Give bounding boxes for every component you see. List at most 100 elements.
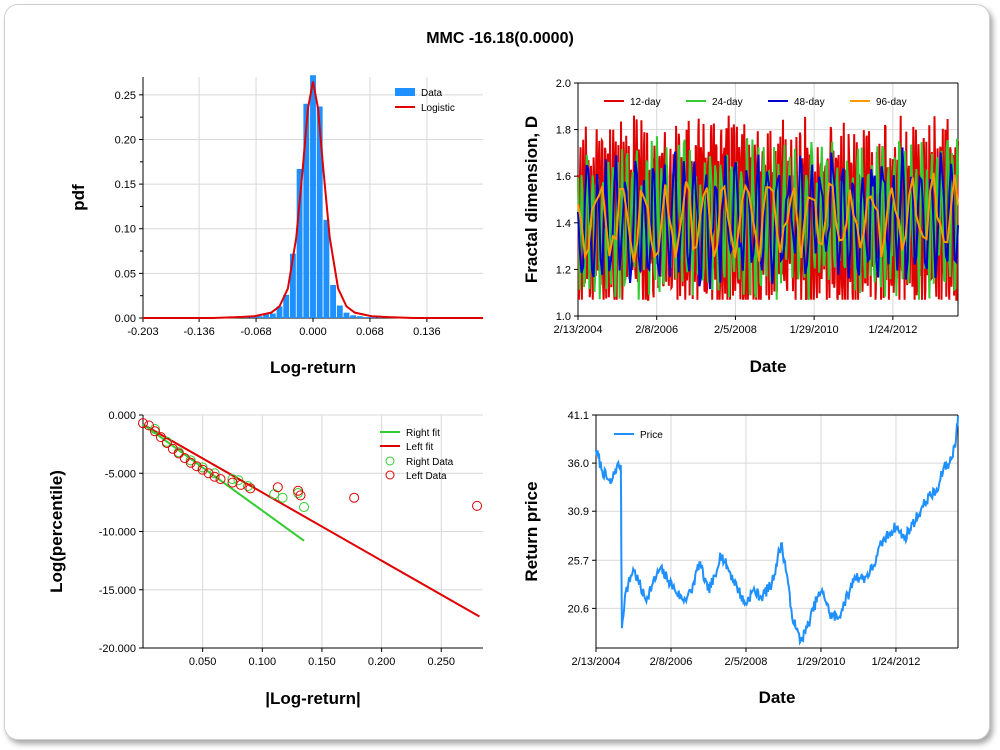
legend-label: 96-day xyxy=(876,97,907,108)
y-tick-label: -15.000 xyxy=(99,585,136,597)
y-tick-label: 1.0 xyxy=(556,311,571,323)
x-tick-label: -0.136 xyxy=(184,326,215,338)
right-data-point xyxy=(209,468,220,479)
x-tick-label: -0.203 xyxy=(127,326,158,338)
x-tick-label: 2/13/2004 xyxy=(572,656,621,668)
y-axis-label: Log(percentile) xyxy=(47,470,66,593)
y-tick-label: 1.8 xyxy=(556,125,571,137)
x-axis-label: Date xyxy=(750,357,787,376)
x-tick-label: 0.000 xyxy=(299,326,327,338)
legend-label-right-fit: Right fit xyxy=(406,428,440,439)
left-data-point xyxy=(191,461,202,472)
right-data-point xyxy=(299,502,310,513)
y-tick-label: 0.00 xyxy=(115,313,136,325)
x-tick-label: 2/8/2006 xyxy=(635,324,678,336)
price-chart: 2/13/2004 2/8/2006 2/5/2008 1/29/2010 1/24/2… xyxy=(522,410,959,707)
price-line xyxy=(595,415,959,646)
left-data-point xyxy=(138,418,148,429)
y-tick-label: 0.25 xyxy=(115,90,136,102)
y-tick-label: -20.000 xyxy=(99,643,136,655)
y-tick-label: 0.20 xyxy=(115,134,136,146)
left-data-point xyxy=(349,492,360,503)
x-tick-label: 2/13/2004 xyxy=(554,324,603,336)
right-data-point xyxy=(293,488,304,499)
legend-swatch-data xyxy=(395,88,415,96)
histogram-bar xyxy=(330,284,337,318)
legend-label-left-data: Left Data xyxy=(406,471,447,482)
y-tick-label: 2.0 xyxy=(556,78,571,90)
left-data-point xyxy=(295,490,306,501)
legend-label: 24-day xyxy=(712,97,743,108)
legend-swatch-right-data xyxy=(385,456,395,466)
left-data-point xyxy=(215,474,226,485)
x-axis-label: Log-return xyxy=(270,358,356,377)
histogram-bar xyxy=(256,316,263,318)
x-tick-label: 0.050 xyxy=(189,656,217,668)
y-tick-label: 0.10 xyxy=(115,224,136,236)
right-data-point xyxy=(185,455,196,466)
histogram-bar xyxy=(350,315,357,318)
x-tick-label: 0.100 xyxy=(249,656,277,668)
right-data-point xyxy=(233,475,244,486)
legend-label-right-data: Right Data xyxy=(406,457,454,468)
histogram-bar xyxy=(283,294,290,318)
x-tick-label: 0.068 xyxy=(356,326,384,338)
left-data-point xyxy=(293,485,304,496)
fractal-chart: 2/13/2004 2/8/2006 2/5/2008 1/29/2010 1/24/2… xyxy=(522,78,959,376)
right-data-point xyxy=(269,489,280,500)
left-data-point xyxy=(472,500,483,511)
y-tick-label: 0.15 xyxy=(115,179,136,191)
chart-frame xyxy=(4,4,990,740)
left-data-point xyxy=(161,437,172,448)
y-tick-label: 30.9 xyxy=(568,506,589,518)
fractal-series-line xyxy=(577,172,959,263)
histogram-bar xyxy=(316,106,323,318)
y-axis-label: pdf xyxy=(69,184,88,211)
x-tick-label: 1/24/2012 xyxy=(871,656,920,668)
y-tick-label: 1.6 xyxy=(556,171,571,183)
right-data-point xyxy=(227,474,238,485)
x-tick-label: 2/5/2008 xyxy=(725,656,768,668)
histogram-bar xyxy=(343,312,350,318)
left-data-point xyxy=(209,471,220,482)
right-data-point xyxy=(149,423,160,434)
y-tick-label: 20.6 xyxy=(568,603,589,615)
left-data-point xyxy=(155,432,166,443)
histogram-bar xyxy=(336,305,343,318)
legend-label-price: Price xyxy=(640,430,663,441)
y-tick-label: 0.05 xyxy=(115,268,136,280)
left-data-point xyxy=(245,483,256,494)
y-axis-label: Fractal dimension, D xyxy=(522,116,541,283)
histogram-bar xyxy=(263,314,270,318)
histogram-bar xyxy=(370,317,377,318)
x-axis-label: Date xyxy=(759,688,796,707)
figure-title: MMC -16.18(0.0000) xyxy=(426,30,574,47)
x-axis-label: |Log-return| xyxy=(265,689,360,708)
tails-chart: 0.050 0.100 0.150 0.200 0.250 0.000 -5.000 -10.… xyxy=(47,410,483,708)
logistic-fit-line xyxy=(143,81,483,319)
right-data-point xyxy=(277,492,288,503)
y-tick-label: 0.000 xyxy=(108,410,136,422)
y-tick-label: 1.2 xyxy=(556,264,571,276)
y-tick-label: 1.4 xyxy=(556,218,571,230)
legend-label: 12-day xyxy=(630,97,661,108)
legend-label: 48-day xyxy=(794,97,825,108)
pdf-chart: -0.203 -0.136 -0.068 0.000 0.068 0.136 0.00 0.0… xyxy=(69,75,483,377)
left-data-point xyxy=(197,464,208,475)
x-tick-label: -0.068 xyxy=(240,326,271,338)
x-tick-label: 2/8/2006 xyxy=(650,656,693,668)
legend-label-data: Data xyxy=(421,88,443,99)
histogram-bar xyxy=(303,103,310,319)
histogram-bar xyxy=(323,219,330,318)
x-tick-label: 0.200 xyxy=(368,656,396,668)
left-data-point xyxy=(149,426,160,437)
left-data-point xyxy=(185,457,196,468)
legend-label-left-fit: Left fit xyxy=(406,442,433,453)
right-data-point xyxy=(242,481,253,492)
y-axis-label: Return price xyxy=(522,481,541,581)
x-tick-label: 1/29/2010 xyxy=(790,324,839,336)
x-tick-label: 1/24/2012 xyxy=(868,324,917,336)
histogram-bar xyxy=(363,317,370,318)
left-data-point xyxy=(235,479,246,490)
y-tick-label: -10.000 xyxy=(99,527,136,539)
